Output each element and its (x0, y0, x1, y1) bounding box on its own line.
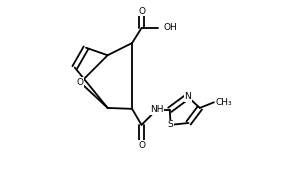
Text: NH: NH (150, 105, 163, 114)
Text: O: O (138, 141, 145, 150)
Text: OH: OH (163, 23, 177, 32)
Text: O: O (77, 78, 84, 87)
Text: N: N (184, 92, 191, 101)
Text: S: S (168, 120, 173, 129)
Text: CH₃: CH₃ (216, 98, 232, 107)
Text: O: O (138, 7, 145, 15)
